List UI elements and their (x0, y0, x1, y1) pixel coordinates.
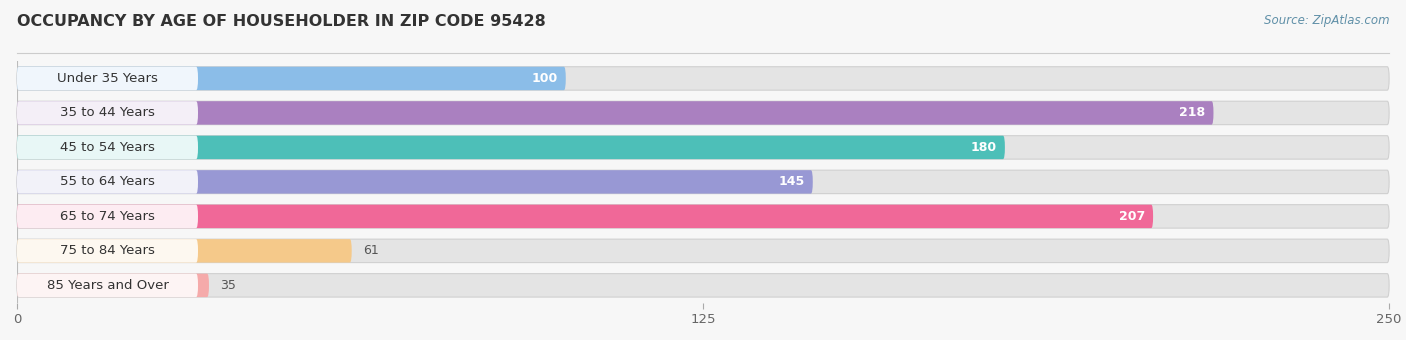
FancyBboxPatch shape (17, 239, 1389, 262)
Text: Source: ZipAtlas.com: Source: ZipAtlas.com (1264, 14, 1389, 27)
Text: 65 to 74 Years: 65 to 74 Years (60, 210, 155, 223)
FancyBboxPatch shape (17, 205, 1153, 228)
FancyBboxPatch shape (17, 67, 565, 90)
Text: 35 to 44 Years: 35 to 44 Years (60, 106, 155, 119)
Text: 180: 180 (970, 141, 997, 154)
FancyBboxPatch shape (17, 101, 1389, 125)
FancyBboxPatch shape (17, 274, 209, 297)
Text: 207: 207 (1119, 210, 1144, 223)
FancyBboxPatch shape (17, 136, 198, 159)
FancyBboxPatch shape (17, 274, 198, 297)
Text: 61: 61 (363, 244, 378, 257)
Text: Under 35 Years: Under 35 Years (58, 72, 157, 85)
Text: 100: 100 (531, 72, 558, 85)
FancyBboxPatch shape (17, 101, 198, 125)
Text: 45 to 54 Years: 45 to 54 Years (60, 141, 155, 154)
Text: 35: 35 (219, 279, 236, 292)
FancyBboxPatch shape (17, 205, 198, 228)
FancyBboxPatch shape (17, 170, 1389, 193)
FancyBboxPatch shape (17, 274, 1389, 297)
Text: 145: 145 (779, 175, 804, 188)
Text: 218: 218 (1180, 106, 1205, 119)
FancyBboxPatch shape (17, 67, 1389, 90)
Text: 55 to 64 Years: 55 to 64 Years (60, 175, 155, 188)
FancyBboxPatch shape (17, 67, 198, 90)
Text: OCCUPANCY BY AGE OF HOUSEHOLDER IN ZIP CODE 95428: OCCUPANCY BY AGE OF HOUSEHOLDER IN ZIP C… (17, 14, 546, 29)
FancyBboxPatch shape (17, 136, 1005, 159)
FancyBboxPatch shape (17, 136, 1389, 159)
FancyBboxPatch shape (17, 170, 813, 193)
FancyBboxPatch shape (17, 101, 1213, 125)
Text: 85 Years and Over: 85 Years and Over (46, 279, 169, 292)
FancyBboxPatch shape (17, 170, 198, 193)
FancyBboxPatch shape (17, 239, 352, 262)
FancyBboxPatch shape (17, 205, 1389, 228)
Text: 75 to 84 Years: 75 to 84 Years (60, 244, 155, 257)
FancyBboxPatch shape (17, 239, 198, 262)
